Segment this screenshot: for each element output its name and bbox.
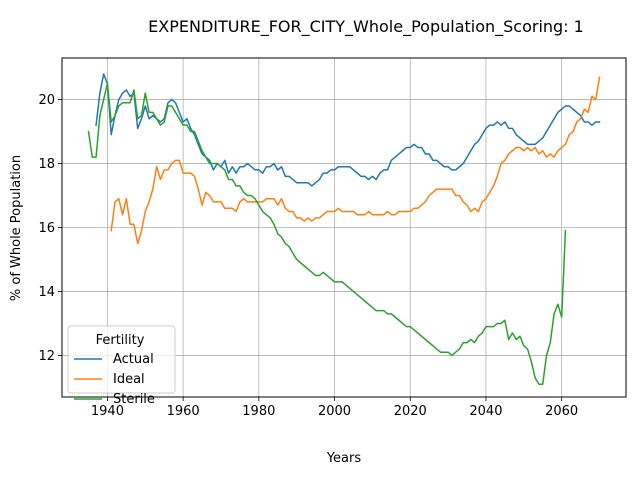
y-tick-label: 18	[38, 157, 55, 172]
x-tick-label: 2000	[318, 404, 351, 419]
x-axis-title: Years	[326, 451, 362, 466]
y-tick-label: 20	[38, 93, 55, 108]
x-tick-label: 1940	[91, 404, 124, 419]
x-tick-label: 1980	[242, 404, 275, 419]
x-axis: 1940 1960 1980 2000 2020 2040 2060	[91, 397, 578, 419]
x-tick-label: 2040	[469, 404, 502, 419]
y-tick-label: 12	[38, 349, 55, 364]
series-line-sterile	[87, 82, 567, 385]
series-layer	[87, 73, 601, 385]
chart-title: EXPENDITURE_FOR_CITY_Whole_Population_Sc…	[148, 17, 584, 37]
y-tick-label: 16	[38, 221, 55, 236]
x-tick-label: 2060	[545, 404, 578, 419]
y-tick-label: 14	[38, 285, 55, 300]
legend-items: Actual Ideal Sterile	[74, 352, 155, 407]
legend-title: Fertility	[96, 333, 145, 348]
x-tick-label: 1960	[167, 404, 200, 419]
x-tick-label: 2020	[394, 404, 427, 419]
series-line-ideal	[110, 76, 601, 245]
legend-label-actual: Actual	[113, 352, 154, 367]
y-axis: 12 14 16 18 20	[38, 93, 62, 364]
y-axis-title: % of Whole Population	[9, 155, 24, 301]
legend-label-ideal: Ideal	[113, 372, 145, 387]
legend-label-sterile: Sterile	[113, 392, 155, 407]
legend-box	[67, 325, 176, 394]
legend: Fertility Actual Ideal Sterile	[67, 325, 176, 407]
series-line-actual	[95, 73, 601, 187]
